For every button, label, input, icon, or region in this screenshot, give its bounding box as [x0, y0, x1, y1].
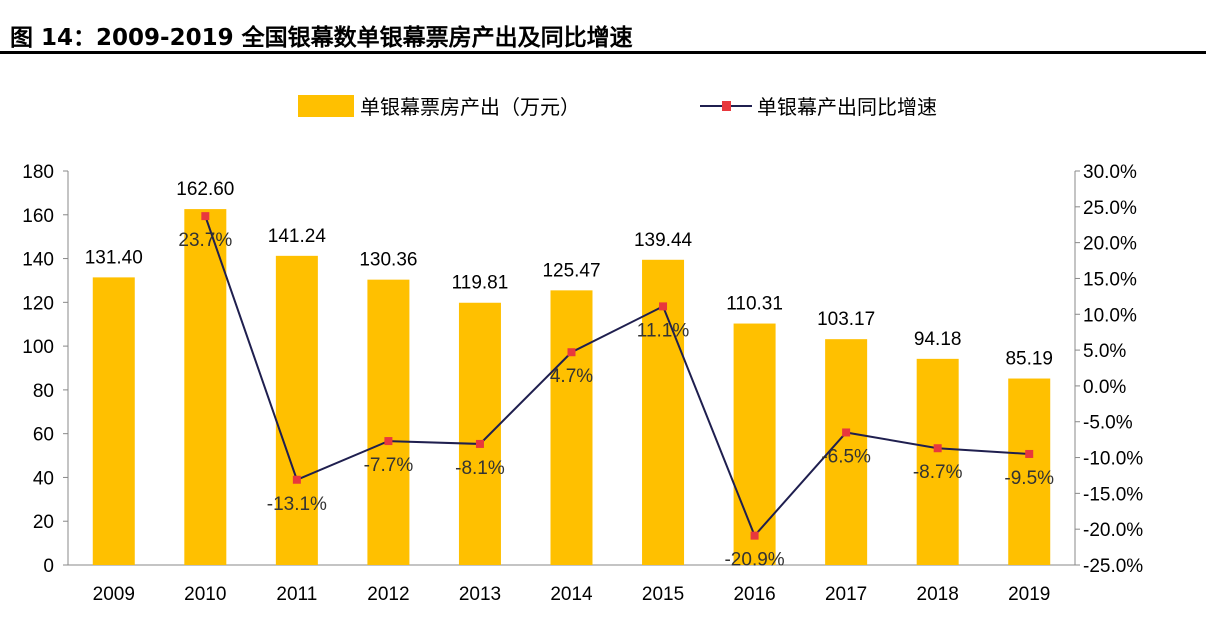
growth-marker [201, 212, 210, 221]
bar [916, 358, 959, 565]
growth-value-label: -6.5% [821, 446, 871, 467]
bar [275, 255, 318, 565]
growth-value-label: 4.7% [550, 366, 593, 387]
bar [92, 277, 135, 565]
x-tick-label: 2013 [459, 584, 501, 605]
legend-bar-swatch [298, 95, 354, 117]
growth-marker [933, 444, 942, 453]
right-tick-label: 0.0% [1083, 377, 1126, 398]
left-tick-label: 20 [33, 512, 54, 533]
x-tick-label: 2014 [550, 584, 593, 605]
x-tick-label: 2016 [733, 584, 775, 605]
bar-value-label: 94.18 [914, 329, 962, 350]
right-tick-label: -5.0% [1083, 413, 1133, 434]
growth-marker [842, 428, 851, 437]
bar-value-label: 103.17 [817, 309, 875, 330]
bar [550, 290, 593, 565]
growth-value-label: 11.1% [637, 320, 690, 341]
left-tick-label: 0 [43, 556, 54, 577]
bar-value-label: 85.19 [1005, 349, 1053, 370]
right-tick-label: 10.0% [1083, 305, 1137, 326]
bar-value-label: 141.24 [268, 226, 327, 247]
growth-marker [750, 531, 759, 540]
bar-value-label: 139.44 [634, 230, 693, 251]
right-tick-label: 20.0% [1083, 234, 1137, 255]
growth-marker [1025, 449, 1034, 458]
bar [458, 302, 501, 565]
left-tick-label: 160 [22, 206, 54, 227]
growth-value-label: -7.7% [364, 455, 414, 476]
bar [733, 323, 776, 565]
bar-value-label: 131.40 [85, 247, 143, 268]
right-tick-label: -15.0% [1083, 484, 1143, 505]
left-tick-label: 80 [33, 381, 54, 402]
legend-line-marker [722, 101, 731, 111]
bar-value-label: 110.31 [726, 294, 783, 315]
right-tick-label: 5.0% [1083, 341, 1126, 362]
growth-marker [292, 475, 301, 484]
bar [1008, 378, 1051, 565]
bar-value-label: 162.60 [176, 179, 234, 200]
left-tick-label: 40 [33, 468, 54, 489]
x-tick-label: 2015 [642, 584, 684, 605]
figure-title: 图 14：2009-2019 全国银幕数单银幕票房产出及同比增速 [10, 25, 633, 51]
x-tick-label: 2010 [184, 584, 226, 605]
legend-bar-label: 单银幕票房产出（万元） [360, 96, 580, 119]
left-tick-label: 140 [22, 250, 54, 271]
growth-line [204, 215, 1030, 538]
bar [367, 279, 410, 565]
right-tick-label: -25.0% [1083, 556, 1143, 577]
legend-line-label: 单银幕产出同比增速 [757, 96, 937, 119]
left-tick-label: 120 [22, 293, 54, 314]
right-tick-label: 25.0% [1083, 198, 1137, 219]
left-tick-label: 180 [22, 162, 54, 183]
x-tick-label: 2011 [276, 584, 317, 605]
growth-value-label: -9.5% [1004, 468, 1054, 489]
growth-value-label: 23.7% [178, 230, 232, 251]
growth-value-label: -8.1% [455, 458, 505, 479]
growth-marker [659, 302, 668, 311]
left-tick-label: 60 [33, 425, 54, 446]
right-tick-label: 30.0% [1083, 162, 1137, 183]
bar [642, 259, 685, 565]
right-tick-label: 15.0% [1083, 269, 1137, 290]
growth-value-label: -13.1% [267, 494, 327, 515]
growth-marker [475, 439, 484, 448]
growth-marker [384, 437, 393, 446]
x-tick-label: 2012 [367, 584, 409, 605]
growth-value-label: -8.7% [913, 462, 963, 483]
x-tick-label: 2017 [825, 584, 867, 605]
growth-value-label: -20.9% [724, 550, 784, 571]
left-tick-label: 100 [22, 337, 54, 358]
bar-value-label: 125.47 [542, 260, 600, 281]
x-tick-label: 2018 [917, 584, 959, 605]
bar [825, 339, 868, 565]
x-tick-label: 2019 [1008, 584, 1050, 605]
x-tick-label: 2009 [93, 584, 135, 605]
right-tick-label: -20.0% [1083, 520, 1143, 541]
right-tick-label: -10.0% [1083, 449, 1143, 470]
bar [184, 209, 227, 565]
bar-value-label: 119.81 [452, 273, 509, 294]
title-rule [0, 51, 1206, 54]
bar-value-label: 130.36 [359, 250, 417, 271]
growth-marker [567, 348, 576, 357]
